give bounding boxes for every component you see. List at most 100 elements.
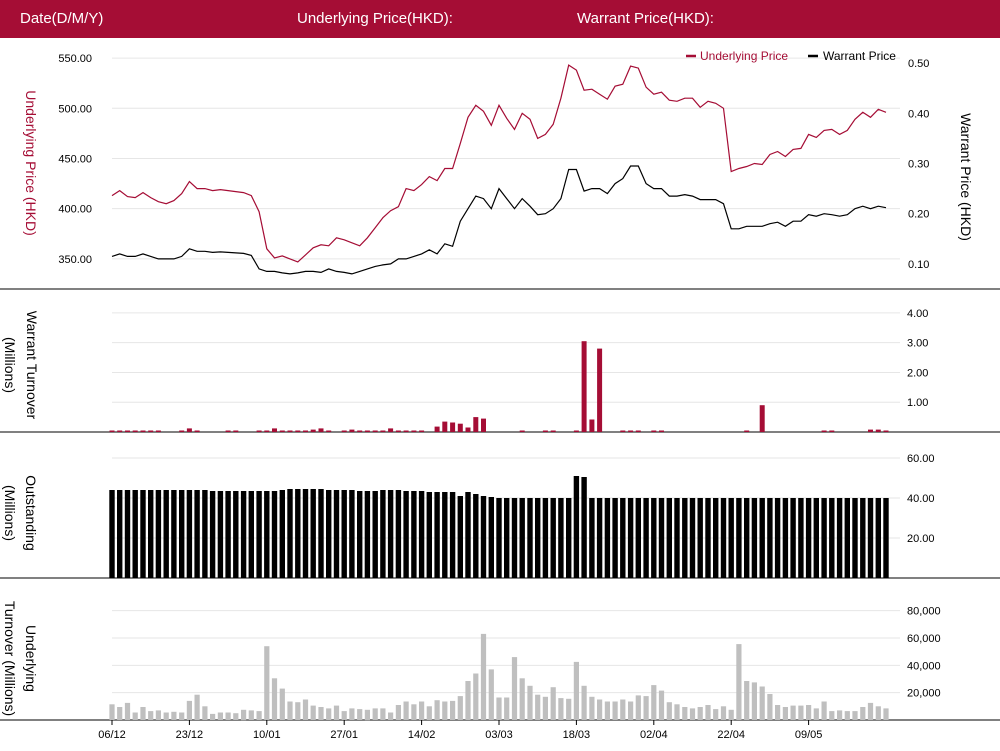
- underlying-turnover-bar: [488, 669, 494, 720]
- warrant-turnover-bar: [326, 430, 332, 432]
- underlying-turnover-bar: [689, 708, 696, 720]
- underlying-turnover-bar: [620, 699, 626, 720]
- warrant-turnover-bar: [442, 421, 448, 432]
- outstanding-bar: [372, 491, 378, 578]
- outstanding-bar: [542, 498, 549, 578]
- underlying-turnover-bar: [287, 701, 293, 720]
- warrant-turnover-bar: [883, 430, 889, 432]
- underlying-turnover-bar: [759, 686, 765, 720]
- warrant-turnover-bar: [659, 430, 664, 432]
- warrant-turnover-bar: [829, 430, 835, 432]
- outstanding-bar: [558, 498, 564, 578]
- outstanding-bar: [457, 496, 463, 578]
- outstanding-bar: [271, 491, 278, 578]
- warrant-turnover-bar: [821, 430, 827, 432]
- underlying-turnover-tick-label: 20,000: [907, 688, 941, 700]
- outstanding-bar: [844, 498, 850, 578]
- underlying-turnover-bar: [813, 708, 819, 720]
- outstanding-bar: [326, 490, 332, 578]
- outstanding-bar: [596, 498, 603, 578]
- underlying-turnover-axis-title: Turnover (Millions): [2, 601, 18, 716]
- underlying-turnover-bar: [179, 712, 185, 720]
- warrant-turnover-bar: [148, 430, 154, 432]
- underlying-turnover-bar: [256, 711, 262, 720]
- outstanding-bar: [674, 498, 680, 578]
- outstanding-bar: [209, 491, 216, 578]
- underlying-turnover-bar: [457, 696, 463, 720]
- underlying-turnover-bar: [163, 712, 169, 720]
- outstanding-bar: [774, 498, 781, 578]
- underlying-turnover-bar: [155, 710, 161, 720]
- warrant-turnover-bar: [457, 423, 463, 432]
- warrant-turnover-axis-title: (Millions): [2, 337, 18, 393]
- outstanding-bar: [612, 498, 618, 578]
- outstanding-bar: [357, 491, 363, 578]
- outstanding-bar: [798, 498, 804, 578]
- outstanding-bar: [620, 498, 626, 578]
- warrant-turnover-bar: [109, 430, 115, 432]
- underlying-turnover-bar: [666, 702, 672, 720]
- right-axis-tick-label: 0.20: [908, 209, 929, 221]
- underlying-turnover-bar: [148, 711, 154, 720]
- underlying-turnover-bar: [875, 706, 881, 720]
- outstanding-bar: [117, 490, 123, 578]
- warrant-turnover-bar: [875, 429, 881, 432]
- underlying-turnover-bar: [132, 712, 138, 720]
- outstanding-bar: [217, 491, 224, 578]
- outstanding-bar: [867, 498, 874, 578]
- warrant-turnover-bar: [303, 430, 308, 432]
- outstanding-bar: [496, 498, 502, 578]
- right-axis-tick-label: 0.50: [908, 58, 929, 70]
- underlying-turnover-bar: [202, 706, 208, 720]
- underlying-turnover-bar: [124, 702, 131, 720]
- warrant-turnover-bar: [473, 417, 479, 432]
- outstanding-bar: [713, 498, 719, 578]
- underlying-turnover-bar: [542, 696, 548, 720]
- underlying-turnover-bar: [434, 700, 440, 720]
- underlying-turnover-bar: [504, 697, 510, 720]
- underlying-turnover-bar: [860, 707, 866, 720]
- underlying-turnover-bar: [713, 709, 719, 720]
- outstanding-bar: [581, 477, 587, 578]
- warrant-turnover-bar: [341, 430, 347, 432]
- legend-warrant-label: Warrant Price: [823, 49, 896, 63]
- underlying-turnover-bar: [674, 704, 680, 720]
- outstanding-bar: [860, 498, 866, 578]
- underlying-price-label: Underlying Price(HKD):: [297, 10, 453, 27]
- underlying-turnover-bar: [550, 687, 556, 720]
- outstanding-bar: [759, 498, 765, 578]
- outstanding-bar: [782, 498, 789, 578]
- underlying-turnover-bar: [511, 657, 518, 720]
- outstanding-bar: [248, 491, 254, 578]
- underlying-turnover-bar: [643, 696, 649, 720]
- outstanding-bar: [341, 490, 347, 578]
- underlying-turnover-bar: [883, 708, 889, 720]
- underlying-turnover-bar: [473, 673, 479, 720]
- underlying-turnover-bar: [450, 700, 456, 720]
- outstanding-bar: [736, 498, 742, 578]
- underlying-turnover-bar: [821, 701, 827, 720]
- underlying-turnover-bar: [442, 701, 448, 720]
- header-bar: Date(D/M/Y) Underlying Price(HKD): Warra…: [0, 0, 1000, 38]
- underlying-turnover-bar: [117, 707, 123, 720]
- underlying-turnover-bar: [395, 705, 401, 720]
- outstanding-bar: [186, 490, 193, 578]
- outstanding-axis-title: (Millions): [2, 485, 18, 541]
- warrant-turnover-bar: [295, 430, 301, 432]
- warrant-turnover-bar: [364, 430, 370, 432]
- x-axis-tick-label: 09/05: [795, 729, 823, 741]
- underlying-turnover-bar: [349, 708, 355, 720]
- x-axis-tick-label: 22/04: [717, 729, 745, 741]
- x-axis-tick-label: 14/02: [408, 729, 436, 741]
- warrant-turnover-bar: [434, 426, 440, 432]
- warrant-turnover-bar: [395, 430, 401, 432]
- outstanding-bar: [836, 498, 843, 578]
- outstanding-bar: [155, 490, 162, 578]
- outstanding-bar: [349, 490, 355, 578]
- outstanding-bar: [442, 492, 448, 578]
- outstanding-bar: [264, 491, 270, 578]
- underlying-turnover-bar: [612, 701, 618, 720]
- outstanding-bar: [480, 496, 487, 578]
- underlying-turnover-bar: [496, 697, 502, 720]
- outstanding-bar: [519, 498, 525, 578]
